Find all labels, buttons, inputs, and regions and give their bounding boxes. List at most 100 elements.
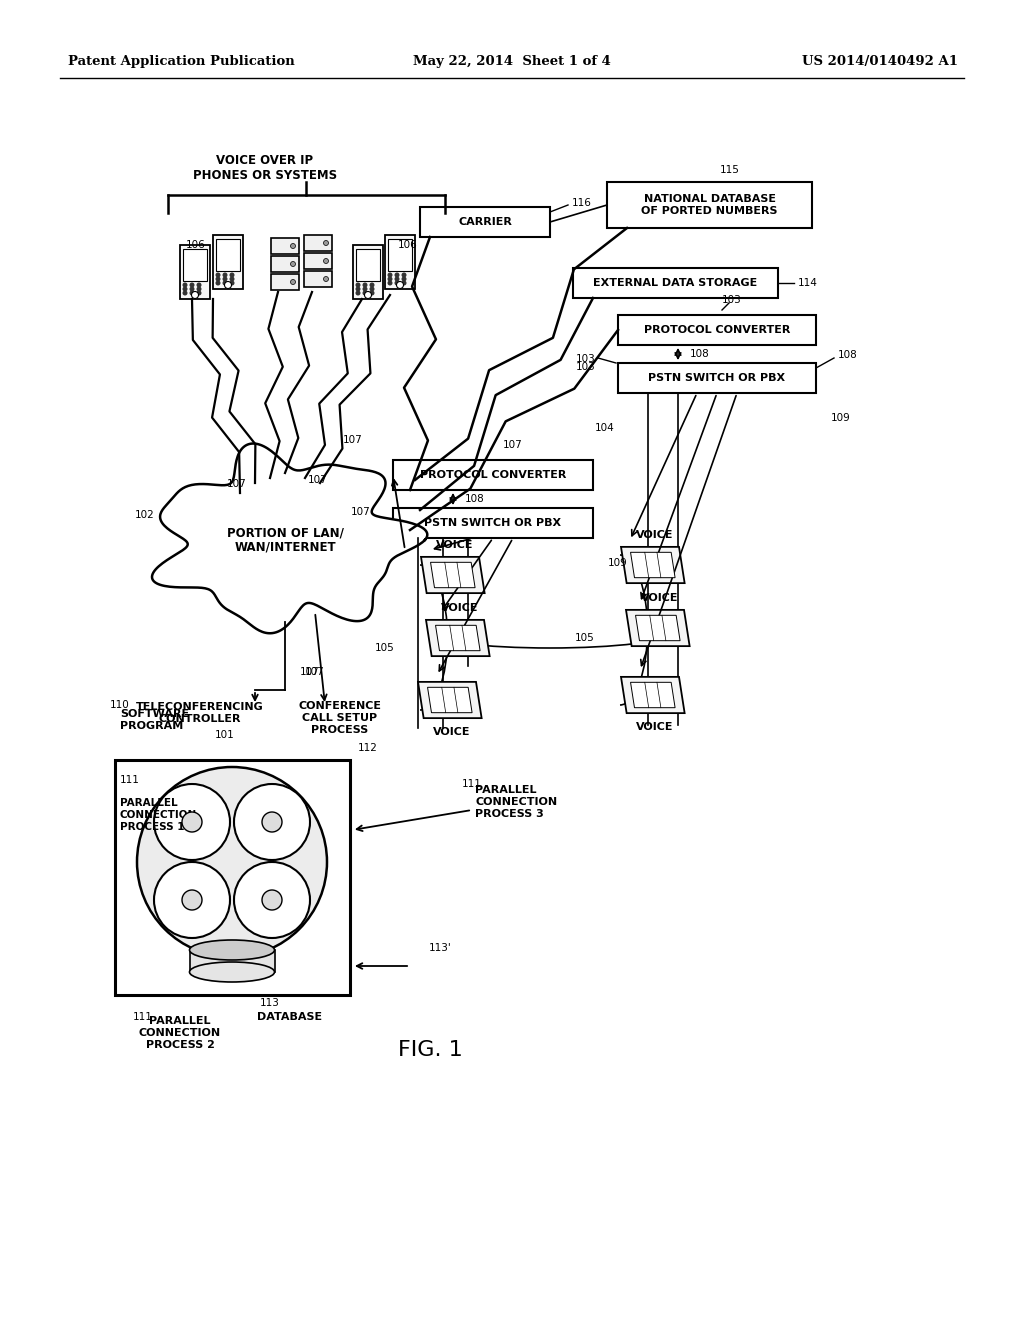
Text: 105: 105 xyxy=(375,643,395,653)
FancyBboxPatch shape xyxy=(573,268,778,298)
Text: PROTOCOL CONVERTER: PROTOCOL CONVERTER xyxy=(644,325,791,335)
Text: VOICE: VOICE xyxy=(641,593,679,603)
Circle shape xyxy=(234,784,310,861)
Text: 113: 113 xyxy=(260,998,280,1008)
Circle shape xyxy=(291,280,296,285)
Circle shape xyxy=(230,273,233,277)
FancyBboxPatch shape xyxy=(304,235,332,251)
Text: US 2014/0140492 A1: US 2014/0140492 A1 xyxy=(802,55,958,69)
Circle shape xyxy=(291,243,296,248)
Text: 107: 107 xyxy=(343,436,362,445)
Polygon shape xyxy=(435,626,480,651)
Circle shape xyxy=(216,273,220,277)
Polygon shape xyxy=(621,546,685,583)
Text: 105: 105 xyxy=(575,634,595,643)
Text: PARALLEL
CONNECTION
PROCESS 3: PARALLEL CONNECTION PROCESS 3 xyxy=(475,785,557,818)
Circle shape xyxy=(230,281,233,285)
Circle shape xyxy=(183,284,186,286)
FancyBboxPatch shape xyxy=(420,207,550,238)
Text: 112: 112 xyxy=(358,743,378,752)
Circle shape xyxy=(154,862,230,939)
Circle shape xyxy=(223,273,226,277)
Circle shape xyxy=(198,292,201,294)
Text: 114: 114 xyxy=(798,279,818,288)
FancyBboxPatch shape xyxy=(393,459,593,490)
Text: May 22, 2014  Sheet 1 of 4: May 22, 2014 Sheet 1 of 4 xyxy=(413,55,611,69)
Text: 106: 106 xyxy=(398,240,418,249)
Circle shape xyxy=(388,281,392,285)
Ellipse shape xyxy=(189,962,274,982)
Text: PSTN SWITCH OR PBX: PSTN SWITCH OR PBX xyxy=(648,374,785,383)
FancyBboxPatch shape xyxy=(271,256,299,272)
Circle shape xyxy=(324,259,329,264)
Circle shape xyxy=(190,284,194,286)
Circle shape xyxy=(230,277,233,281)
Circle shape xyxy=(365,292,372,298)
FancyBboxPatch shape xyxy=(180,246,210,300)
Polygon shape xyxy=(636,615,680,640)
Text: 110: 110 xyxy=(110,700,130,710)
Circle shape xyxy=(324,240,329,246)
Text: 103: 103 xyxy=(577,354,596,364)
Circle shape xyxy=(364,288,367,290)
Circle shape xyxy=(182,812,202,832)
Circle shape xyxy=(223,277,226,281)
Circle shape xyxy=(356,292,359,294)
Text: 109: 109 xyxy=(608,558,628,568)
Circle shape xyxy=(371,288,374,290)
Circle shape xyxy=(216,277,220,281)
FancyBboxPatch shape xyxy=(618,363,816,393)
Circle shape xyxy=(356,288,359,290)
Polygon shape xyxy=(430,562,475,587)
Text: 115: 115 xyxy=(720,165,739,176)
Circle shape xyxy=(324,276,329,281)
Circle shape xyxy=(154,784,230,861)
FancyBboxPatch shape xyxy=(388,239,412,271)
Text: 111: 111 xyxy=(462,779,482,789)
Polygon shape xyxy=(631,552,675,578)
Text: PROTOCOL CONVERTER: PROTOCOL CONVERTER xyxy=(420,470,566,480)
Circle shape xyxy=(262,890,282,909)
Text: 101: 101 xyxy=(215,730,234,741)
Polygon shape xyxy=(152,444,427,634)
Text: 107: 107 xyxy=(308,475,328,484)
FancyBboxPatch shape xyxy=(183,249,207,281)
Circle shape xyxy=(371,292,374,294)
Circle shape xyxy=(234,862,310,939)
Text: 116: 116 xyxy=(572,198,592,209)
Text: 111: 111 xyxy=(120,775,140,785)
Text: 107: 107 xyxy=(227,479,247,488)
FancyBboxPatch shape xyxy=(607,182,812,228)
Circle shape xyxy=(388,277,392,281)
FancyBboxPatch shape xyxy=(115,760,350,995)
Text: VOICE: VOICE xyxy=(436,540,474,550)
FancyBboxPatch shape xyxy=(213,235,243,289)
Text: NATIONAL DATABASE
OF PORTED NUMBERS: NATIONAL DATABASE OF PORTED NUMBERS xyxy=(641,194,778,215)
Circle shape xyxy=(216,281,220,285)
FancyBboxPatch shape xyxy=(393,508,593,539)
Text: SOFTWARE
PROGRAM: SOFTWARE PROGRAM xyxy=(120,709,189,731)
Text: 108: 108 xyxy=(690,348,710,359)
Text: 109: 109 xyxy=(831,413,851,422)
Circle shape xyxy=(191,292,199,298)
Text: 108: 108 xyxy=(465,494,484,504)
Text: 111: 111 xyxy=(133,1012,153,1022)
Circle shape xyxy=(137,767,327,957)
Circle shape xyxy=(371,284,374,286)
Text: 106: 106 xyxy=(186,240,206,249)
Polygon shape xyxy=(421,557,484,593)
Text: 102: 102 xyxy=(135,510,155,520)
Circle shape xyxy=(262,812,282,832)
Text: PORTION OF LAN/
WAN/INTERNET: PORTION OF LAN/ WAN/INTERNET xyxy=(226,525,343,554)
Text: VOICE: VOICE xyxy=(636,722,674,733)
FancyBboxPatch shape xyxy=(304,253,332,269)
Text: FIG. 1: FIG. 1 xyxy=(397,1040,463,1060)
Text: 103: 103 xyxy=(722,294,741,305)
FancyBboxPatch shape xyxy=(190,950,275,972)
Circle shape xyxy=(356,284,359,286)
Text: TELECONFERENCING
CONTROLLER: TELECONFERENCING CONTROLLER xyxy=(136,702,264,723)
FancyBboxPatch shape xyxy=(353,246,383,300)
Polygon shape xyxy=(631,682,675,708)
Polygon shape xyxy=(418,682,481,718)
Text: VOICE: VOICE xyxy=(441,603,479,612)
